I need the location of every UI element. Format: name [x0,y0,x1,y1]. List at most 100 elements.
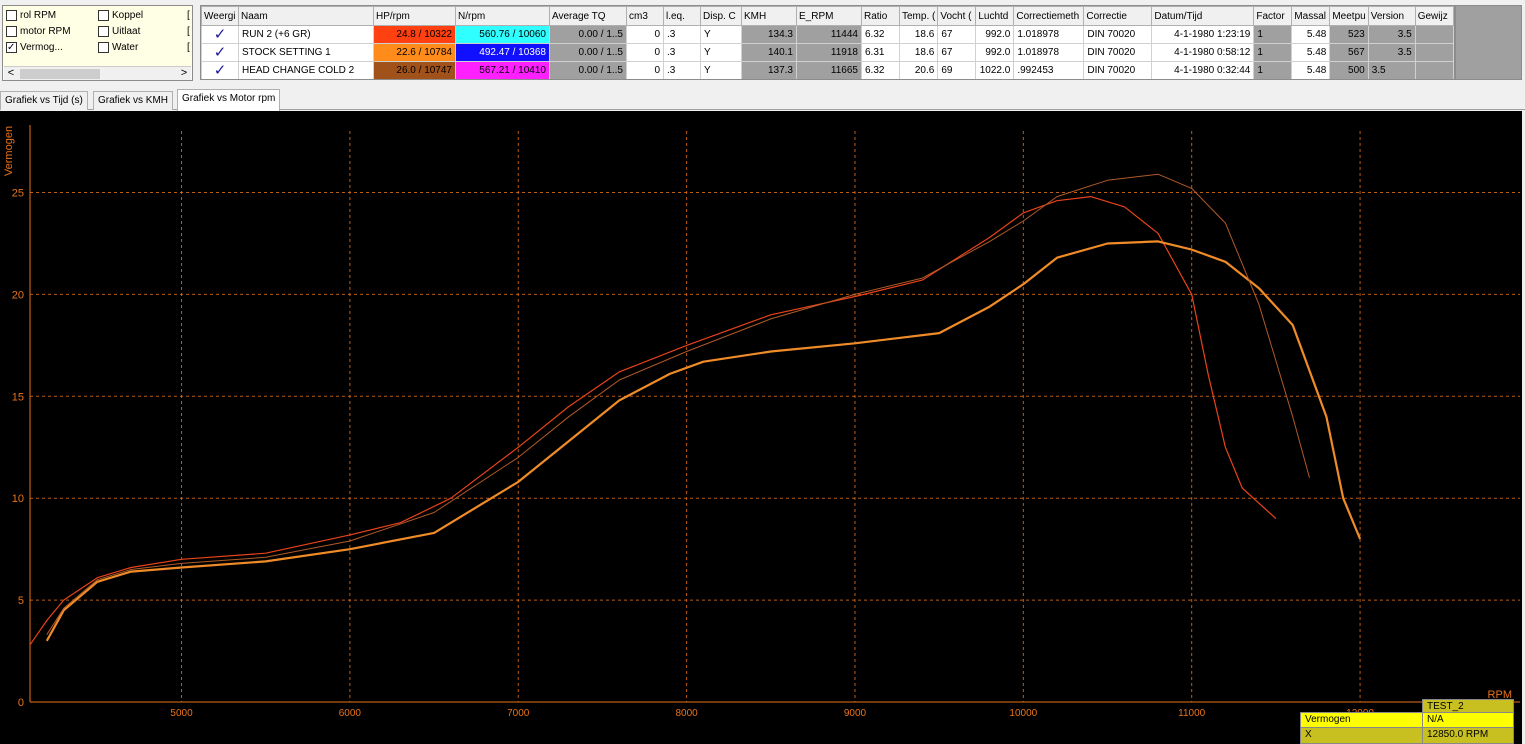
cell-correctie[interactable]: DIN 70020 [1083,61,1153,79]
cell-correctie[interactable]: DIN 70020 [1083,25,1153,44]
column-header[interactable]: Massal [1291,6,1331,26]
cell-luchtdruk[interactable]: 992.0 [975,25,1015,44]
table-row[interactable]: ✓ HEAD CHANGE COLD 2 26.0 / 10747 567.21 / … [201,61,1454,79]
cell-kmh[interactable]: 140.1 [741,43,797,62]
table-row[interactable]: ✓ RUN 2 (+6 GR) 24.8 / 10322 560.76 / 10060… [201,25,1454,44]
cell-disp[interactable]: Y [700,43,742,62]
series-line-1[interactable] [29,195,1277,646]
cell-kmh[interactable]: 134.3 [741,25,797,44]
column-header[interactable]: Luchtd [975,6,1015,26]
cell-average-tq[interactable]: 0.00 / 1..5 [549,61,627,79]
cell-massa[interactable]: 5.48 [1291,25,1331,44]
cell-datum-tijd[interactable]: 4-1-1980 0:32:44 [1151,61,1255,79]
cell-correctiemethode[interactable]: 1.018978 [1013,25,1085,44]
cell-kmh[interactable]: 137.3 [741,61,797,79]
column-header[interactable]: Disp. C [700,6,742,26]
cell-cm3[interactable]: 0 [626,61,664,79]
cell-leq[interactable]: .3 [663,61,701,79]
column-header[interactable]: Correctiemeth [1013,6,1085,26]
cell-gewijzigd[interactable] [1414,25,1454,44]
cell-disp[interactable]: Y [700,25,742,44]
cell-temp[interactable]: 18.6 [898,43,939,62]
cell-disp[interactable]: Y [700,61,742,79]
cell-n-rpm[interactable]: 567.21 / 10410 [455,61,550,79]
column-header[interactable]: Correctie [1083,6,1153,26]
channel-motor-rpm[interactable]: motor RPM [6,26,71,37]
cell-naam[interactable]: RUN 2 (+6 GR) [238,25,374,44]
column-header[interactable]: Average TQ [549,6,627,26]
cell-datum-tijd[interactable]: 4-1-1980 0:58:12 [1151,43,1255,62]
row-checkbox[interactable]: ✓ [201,25,239,44]
tab-grafiek-vs-motor-rpm[interactable]: Grafiek vs Motor rpm [177,89,281,111]
row-checkbox[interactable]: ✓ [201,61,239,79]
column-header[interactable]: Weergi [201,6,239,26]
cell-gewijzigd[interactable] [1414,43,1454,62]
channel-water[interactable]: Water [98,42,138,53]
cell-massa[interactable]: 5.48 [1291,61,1331,79]
cell-version[interactable]: 3.5 [1367,43,1416,62]
channel-rol-rpm[interactable]: rol RPM [6,10,56,21]
column-header[interactable]: Temp. ( [898,6,939,26]
cell-temp[interactable]: 18.6 [898,25,939,44]
column-header[interactable]: N/rpm [455,6,550,26]
cell-ratio[interactable]: 6.31 [861,43,900,62]
channel-uitlaat[interactable]: Uitlaat [98,26,140,37]
chart-canvas[interactable]: 5000600070008000900010000110001200005101… [0,111,1522,744]
cell-erpm[interactable]: 11918 [796,43,862,62]
table-row[interactable]: ✓ STOCK SETTING 1 22.6 / 10784 492.47 / 103… [201,43,1454,62]
cell-cm3[interactable]: 0 [626,43,664,62]
column-header[interactable]: E_RPM [796,6,862,26]
cell-hp-rpm[interactable]: 22.6 / 10784 [373,43,456,62]
cell-erpm[interactable]: 11665 [796,61,862,79]
cell-meetpunten[interactable]: 500 [1329,61,1369,79]
checkbox[interactable] [6,26,17,37]
checkbox[interactable] [6,10,17,21]
tab-grafiek-vs-kmh[interactable]: Grafiek vs KMH [93,91,174,110]
cell-correctiemethode[interactable]: .992453 [1013,61,1085,79]
cell-leq[interactable]: .3 [663,25,701,44]
channel-vermogen[interactable]: Vermog... [6,42,63,53]
channel-koppel[interactable]: Koppel [98,10,143,21]
column-header[interactable]: Datum/Tijd [1151,6,1255,26]
cell-hp-rpm[interactable]: 26.0 / 10747 [373,61,456,79]
cell-factor[interactable]: 1 [1253,25,1293,44]
cell-meetpunten[interactable]: 567 [1329,43,1369,62]
column-header[interactable]: Meetpu [1329,6,1369,26]
horizontal-scrollbar[interactable]: < > [4,66,191,80]
cell-correctie[interactable]: DIN 70020 [1083,43,1153,62]
cell-factor[interactable]: 1 [1253,61,1293,79]
row-checkbox[interactable]: ✓ [201,43,239,62]
scroll-right-icon[interactable]: > [180,67,188,79]
cell-luchtdruk[interactable]: 992.0 [975,43,1015,62]
scroll-thumb[interactable] [20,69,100,79]
column-header[interactable]: HP/rpm [373,6,456,26]
checkbox[interactable] [98,26,109,37]
cell-correctiemethode[interactable]: 1.018978 [1013,43,1085,62]
cell-vocht[interactable]: 67 [937,25,977,44]
checkbox[interactable] [98,10,109,21]
column-header[interactable]: Gewijz [1414,6,1454,26]
cell-temp[interactable]: 20.6 [898,61,939,79]
cell-gewijzigd[interactable] [1414,61,1454,79]
column-header[interactable]: Factor [1253,6,1293,26]
cell-meetpunten[interactable]: 523 [1329,25,1369,44]
cell-erpm[interactable]: 11444 [796,25,862,44]
cell-cm3[interactable]: 0 [626,25,664,44]
cell-vocht[interactable]: 67 [937,43,977,62]
cell-datum-tijd[interactable]: 4-1-1980 1:23:19 [1151,25,1255,44]
column-header[interactable]: Naam [238,6,374,26]
cell-average-tq[interactable]: 0.00 / 1..5 [549,25,627,44]
column-header[interactable]: Ratio [861,6,900,26]
cell-average-tq[interactable]: 0.00 / 1..5 [549,43,627,62]
cell-ratio[interactable]: 6.32 [861,61,900,79]
series-line-3[interactable] [46,173,1310,635]
power-chart[interactable]: 5000600070008000900010000110001200005101… [0,111,1522,744]
checkbox[interactable] [98,42,109,53]
column-header[interactable]: Version [1367,6,1416,26]
cell-n-rpm[interactable]: 560.76 / 10060 [455,25,550,44]
cell-factor[interactable]: 1 [1253,43,1293,62]
cell-n-rpm[interactable]: 492.47 / 10368 [455,43,550,62]
checkbox-checked[interactable] [6,42,17,53]
cell-hp-rpm[interactable]: 24.8 / 10322 [373,25,456,44]
cell-version[interactable]: 3.5 [1367,25,1416,44]
